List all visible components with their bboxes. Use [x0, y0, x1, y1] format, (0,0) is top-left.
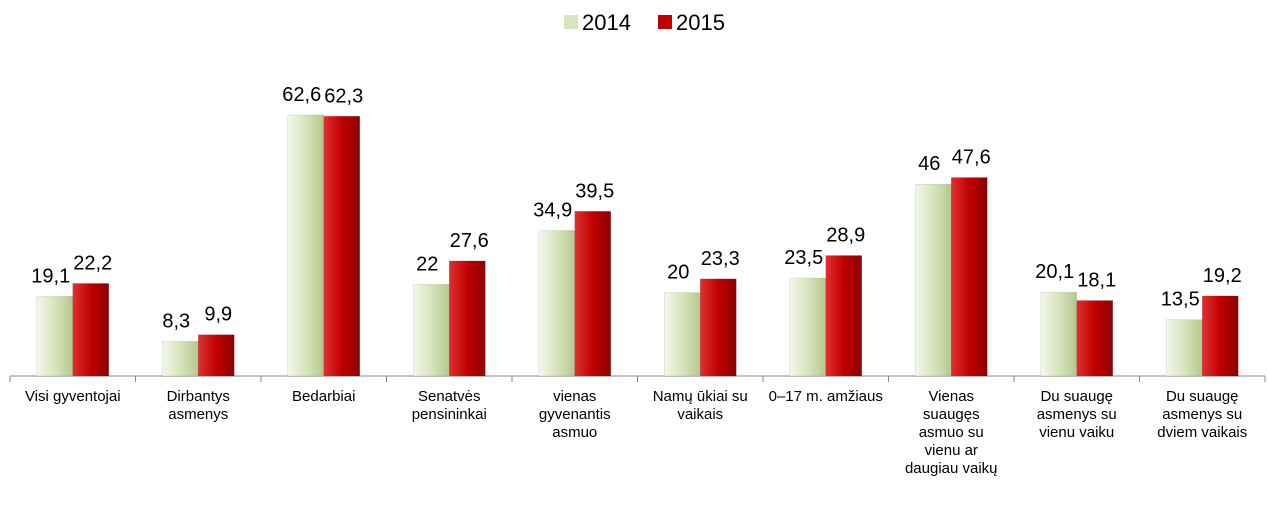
bar — [538, 230, 575, 377]
bar — [951, 177, 988, 377]
bar — [700, 278, 737, 377]
bar — [825, 255, 862, 377]
x-tick-label: Vienas suaugęs asmuo su vienu ar daugiau… — [904, 388, 998, 477]
bar — [413, 284, 450, 377]
value-label: 47,6 — [952, 147, 991, 169]
legend-swatch — [564, 15, 578, 29]
value-label: 9,9 — [204, 304, 232, 326]
value-label: 34,9 — [533, 199, 572, 221]
x-tick-label: 0–17 m. amžiaus — [768, 388, 883, 405]
bar — [664, 292, 701, 377]
bar — [36, 296, 73, 377]
bar — [789, 277, 826, 377]
x-tick-label: Namų ūkiai su vaikais — [652, 388, 748, 423]
value-label: 22,2 — [73, 252, 112, 274]
bar — [574, 211, 611, 377]
bar — [1202, 295, 1239, 377]
value-label: 8,3 — [162, 310, 190, 332]
value-label: 23,5 — [784, 247, 823, 269]
x-tick-label: Visi gyventojai — [24, 388, 121, 405]
value-label: 20 — [667, 262, 689, 284]
bar — [915, 183, 952, 377]
legend-label: 2014 — [582, 10, 631, 35]
value-label: 62,6 — [282, 84, 321, 106]
x-tick-label: Du suaugę asmenys su dviem vaikais — [1157, 388, 1248, 441]
bar — [1040, 291, 1077, 377]
value-label: 19,1 — [31, 265, 70, 287]
value-label: 18,1 — [1077, 270, 1116, 292]
x-tick-label: Dirbantys asmenys — [166, 388, 230, 423]
x-tick-label: Senatvės pensininkai — [411, 388, 487, 423]
value-label: 19,2 — [1203, 265, 1242, 287]
legend-label: 2015 — [676, 10, 725, 35]
value-label: 23,3 — [701, 248, 740, 270]
value-label: 20,1 — [1035, 261, 1074, 283]
legend-swatch — [658, 15, 672, 29]
value-label: 28,9 — [826, 225, 865, 247]
value-label: 62,3 — [324, 85, 363, 107]
value-label: 27,6 — [450, 230, 489, 252]
value-label: 13,5 — [1161, 289, 1200, 311]
value-label: 22 — [416, 253, 438, 275]
bar — [323, 116, 360, 377]
bar — [162, 341, 199, 377]
bar — [1166, 319, 1203, 377]
x-tick-label: Du suaugę asmenys su vienu vaiku — [1036, 388, 1117, 441]
bar — [72, 283, 109, 377]
x-tick-label: Bedarbiai — [292, 388, 356, 405]
bar — [198, 334, 235, 377]
x-tick-label: vienas gyvenantis asmuo — [538, 388, 611, 441]
bar — [287, 114, 324, 377]
value-label: 39,5 — [575, 180, 614, 202]
value-label: 46 — [918, 153, 940, 175]
bar — [449, 260, 486, 377]
bar — [1076, 300, 1113, 377]
